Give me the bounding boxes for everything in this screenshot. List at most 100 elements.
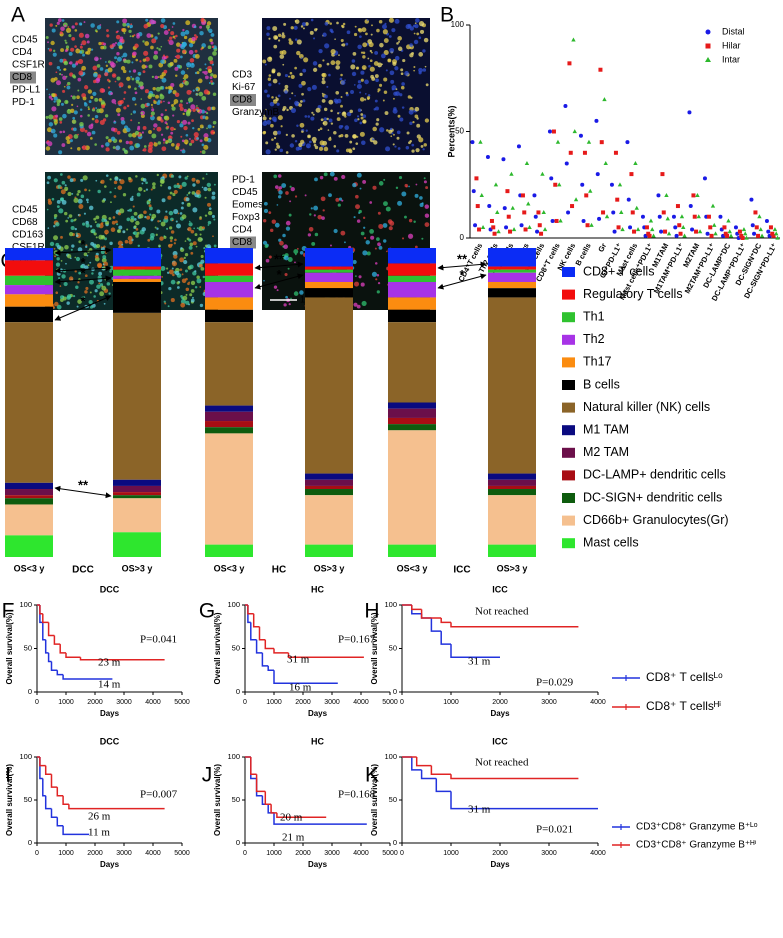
stacked-segment [113, 532, 161, 557]
image-texture [190, 280, 196, 286]
image-texture [135, 143, 141, 148]
image-texture [47, 141, 53, 147]
stacked-segment [205, 322, 253, 406]
image-texture [378, 181, 384, 186]
image-texture [272, 26, 278, 31]
image-texture [147, 148, 153, 154]
scatter-point [485, 155, 490, 160]
stacked-segment [113, 275, 161, 279]
survival-step [430, 765, 451, 775]
image-texture [101, 285, 107, 291]
image-texture [65, 100, 68, 104]
x-axis-title: Days [490, 860, 510, 869]
legend-label: CD3⁺CD8⁺ Granzyme B⁺ᴸᵒ [636, 822, 758, 833]
image-texture [160, 184, 163, 187]
image-texture [75, 62, 79, 66]
image-texture [87, 107, 91, 111]
image-texture [401, 82, 405, 86]
image-texture [317, 128, 321, 132]
image-texture [311, 241, 316, 246]
image-texture [141, 131, 145, 134]
y-axis-title: Overall survival(%) [370, 612, 379, 684]
image-texture [276, 204, 279, 206]
scatter-point [603, 161, 608, 166]
scatter-point [754, 225, 759, 230]
image-texture [167, 85, 172, 90]
image-texture [129, 26, 132, 29]
image-texture [357, 118, 360, 121]
image-texture [208, 207, 212, 211]
image-texture [281, 32, 285, 35]
legend-swatch [562, 312, 575, 323]
image-texture [310, 116, 315, 121]
scatter-point [595, 172, 600, 177]
image-texture [355, 194, 359, 199]
survival-step [270, 804, 277, 814]
image-texture [45, 115, 49, 119]
image-texture [283, 22, 287, 26]
image-texture [150, 103, 153, 107]
image-texture [179, 106, 184, 112]
scatter-point [710, 203, 716, 208]
image-texture [369, 229, 374, 234]
image-texture [135, 79, 140, 84]
image-texture [67, 191, 72, 197]
image-texture [161, 146, 167, 152]
stacked-segment [488, 489, 536, 496]
image-texture [183, 260, 188, 265]
image-texture [77, 214, 80, 217]
image-texture [163, 115, 168, 120]
image-texture [51, 28, 56, 33]
image-texture [315, 107, 321, 113]
image-texture [319, 127, 323, 131]
survival-step [62, 795, 69, 806]
image-texture [120, 66, 126, 71]
image-texture [150, 218, 154, 222]
image-texture [310, 207, 313, 210]
x-tick-label: 4000 [353, 850, 369, 857]
scatter-point [487, 204, 492, 209]
image-texture [167, 305, 170, 308]
image-texture [213, 183, 216, 186]
image-texture [362, 179, 367, 184]
image-texture [275, 142, 279, 146]
image-texture [48, 61, 53, 66]
image-texture [73, 197, 79, 203]
image-texture [345, 42, 349, 46]
legend-swatch [562, 380, 575, 390]
image-texture [212, 120, 217, 125]
image-texture [280, 125, 283, 128]
image-texture [388, 35, 392, 38]
image-texture [189, 58, 195, 63]
image-texture [358, 28, 363, 33]
image-texture [268, 37, 271, 40]
image-texture [160, 59, 165, 64]
image-texture [408, 109, 414, 115]
image-texture [276, 289, 279, 292]
image-texture [339, 77, 343, 81]
y-tick-label: 50 [455, 127, 464, 136]
image-texture [192, 207, 198, 213]
image-texture [354, 118, 358, 123]
image-texture [113, 195, 117, 198]
scatter-point [739, 233, 744, 238]
survival-step [273, 812, 367, 825]
image-texture [158, 48, 161, 51]
stacked-segment [5, 306, 53, 323]
image-texture [340, 230, 346, 236]
image-texture [64, 184, 67, 187]
image-texture [180, 295, 183, 298]
image-texture [179, 99, 183, 103]
annotation: 31 m [287, 654, 310, 666]
image-texture [117, 30, 119, 33]
image-texture [293, 249, 299, 255]
image-texture [329, 244, 332, 247]
scatter-point [633, 161, 638, 166]
image-texture [337, 112, 340, 115]
image-texture [114, 176, 119, 181]
image-texture [341, 43, 346, 47]
image-texture [199, 25, 203, 29]
image-texture [169, 226, 173, 230]
image-texture [336, 149, 340, 153]
image-texture [205, 24, 210, 29]
